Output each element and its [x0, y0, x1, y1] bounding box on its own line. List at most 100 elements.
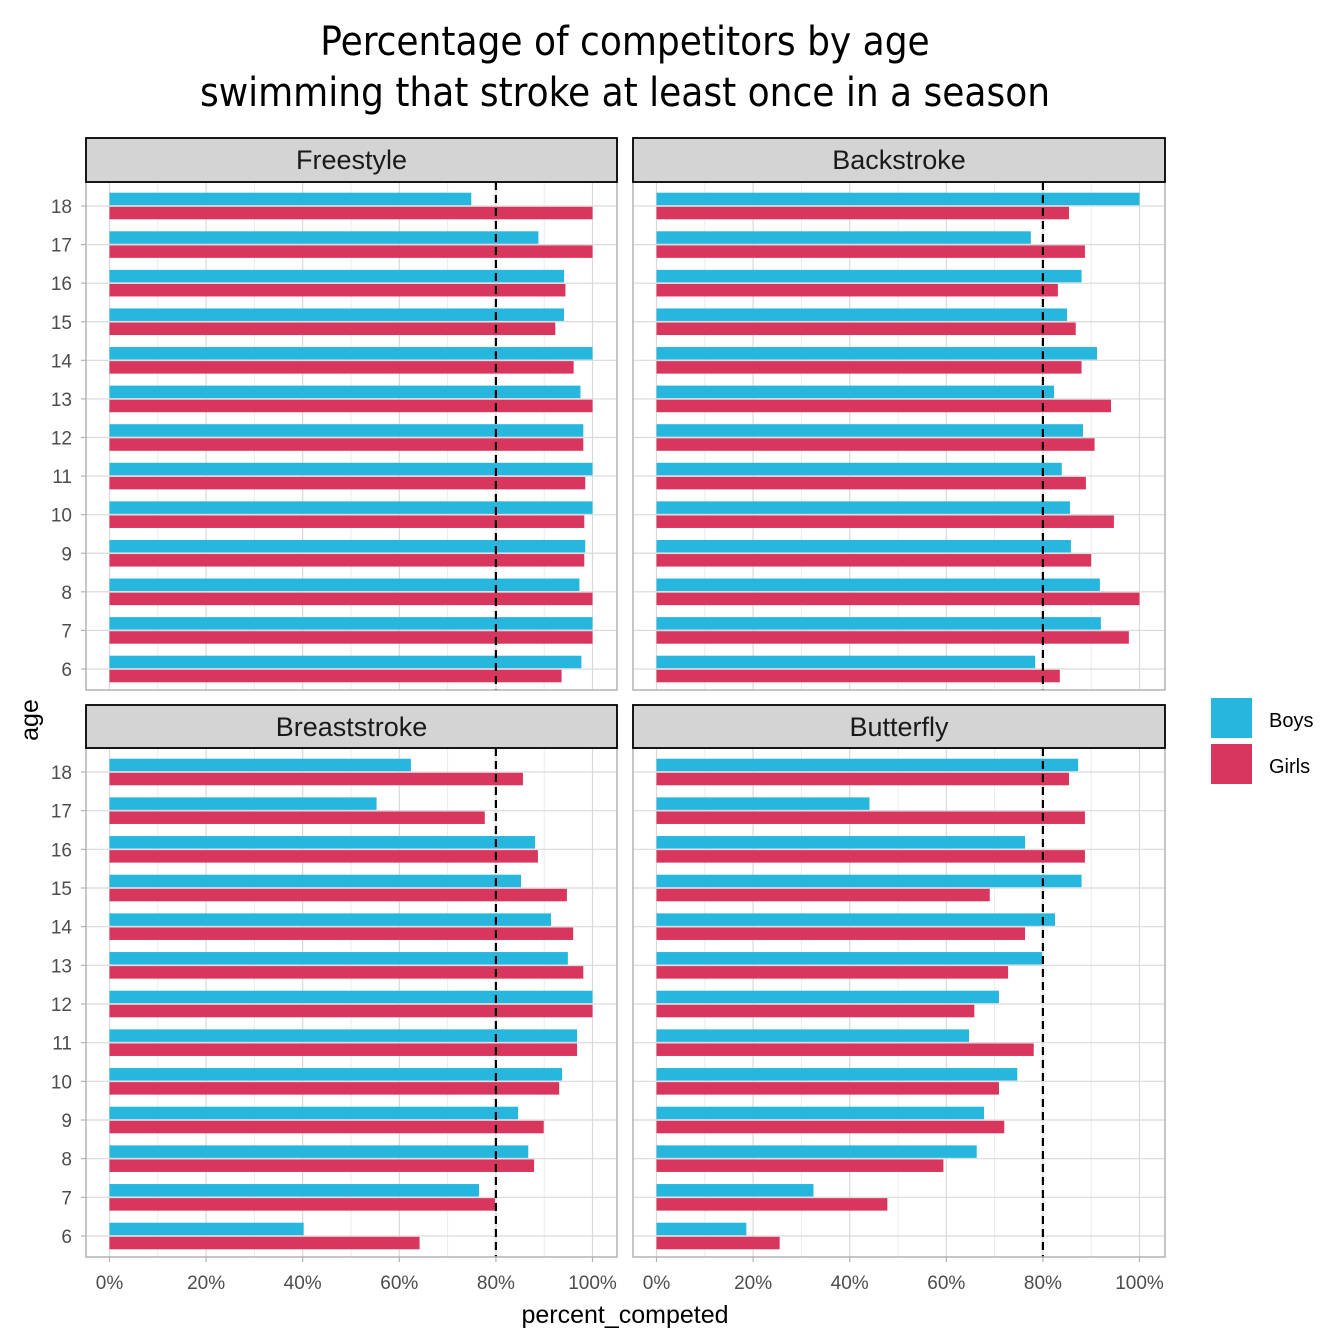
bar-girls-age-11 — [656, 476, 1086, 490]
bar-boys-age-14 — [109, 347, 593, 360]
bar-girls-age-9 — [109, 1120, 544, 1134]
y-tick-label: 8 — [61, 583, 72, 604]
bar-girls-age-17 — [109, 245, 593, 258]
bar-boys-age-6 — [109, 655, 582, 669]
bar-boys-age-12 — [109, 990, 593, 1004]
facet-panel-backstroke: Backstroke — [632, 137, 1166, 691]
bar-girls-age-9 — [109, 554, 585, 567]
bar-girls-age-17 — [109, 811, 485, 824]
legend: Boys Girls — [1211, 698, 1313, 784]
bar-boys-age-14 — [656, 913, 1055, 926]
bar-boys-age-18 — [656, 758, 1079, 772]
bar-boys-age-9 — [656, 539, 1071, 553]
bar-boys-age-13 — [109, 952, 568, 965]
y-tick-label: 8 — [61, 1150, 72, 1171]
x-tick-label: 80% — [477, 1273, 515, 1294]
bar-girls-age-15 — [656, 888, 990, 902]
x-tick-label: 100% — [568, 1273, 617, 1294]
y-tick-label: 6 — [61, 660, 72, 681]
bar-girls-age-9 — [656, 1120, 1005, 1134]
y-tick-label: 12 — [51, 995, 72, 1016]
y-tick-label: 12 — [51, 429, 72, 450]
bar-girls-age-6 — [109, 669, 562, 683]
y-tick-label: 14 — [51, 918, 73, 939]
x-tick-label: 0% — [96, 1273, 124, 1294]
y-tick-label: 16 — [51, 840, 72, 861]
x-tick-label: 20% — [187, 1273, 225, 1294]
bar-boys-age-14 — [656, 347, 1097, 360]
chart-title-line-1: Percentage of competitors by age — [320, 19, 929, 65]
x-tick-label: 60% — [927, 1273, 965, 1294]
y-tick-label: 14 — [51, 351, 73, 372]
y-axis-title: age — [16, 699, 44, 741]
x-axis-title: percent_competed — [521, 1301, 728, 1329]
bar-girls-age-8 — [656, 1159, 944, 1172]
x-tick-label: 80% — [1024, 1273, 1062, 1294]
bar-boys-age-17 — [656, 231, 1031, 244]
bar-girls-age-9 — [656, 554, 1092, 567]
legend-label-girls: Girls — [1269, 756, 1310, 778]
bar-boys-age-10 — [656, 501, 1070, 514]
chart-title: Percentage of competitors by age swimmin… — [200, 19, 1050, 116]
bar-girls-age-6 — [656, 1236, 780, 1250]
y-tick-label: 13 — [51, 956, 72, 977]
bar-girls-age-6 — [656, 669, 1060, 683]
y-tick-label: 16 — [51, 274, 72, 295]
bar-girls-age-13 — [109, 966, 584, 979]
facet-strip — [85, 704, 618, 749]
facet-strip-label: Butterfly — [849, 712, 949, 742]
bar-girls-age-10 — [109, 1082, 560, 1095]
bar-boys-age-16 — [656, 269, 1082, 283]
bar-girls-age-11 — [109, 1043, 578, 1056]
bar-girls-age-16 — [109, 283, 566, 297]
x-tick-label: 20% — [734, 1273, 772, 1294]
x-tick-label: 100% — [1115, 1273, 1164, 1294]
bar-boys-age-14 — [109, 913, 551, 926]
bar-girls-age-15 — [109, 888, 567, 902]
bar-girls-age-8 — [109, 1159, 535, 1172]
x-tick-label: 40% — [284, 1273, 322, 1294]
bar-boys-age-16 — [656, 836, 1026, 849]
y-tick-label: 10 — [51, 1072, 72, 1093]
bar-boys-age-10 — [656, 1068, 1018, 1081]
y-tick-label: 9 — [61, 1111, 72, 1132]
bar-boys-age-7 — [656, 617, 1101, 630]
bar-girls-age-12 — [656, 438, 1095, 451]
bar-girls-age-18 — [656, 206, 1069, 220]
bar-girls-age-12 — [656, 1004, 975, 1018]
bar-girls-age-18 — [109, 206, 593, 220]
bar-boys-age-9 — [109, 1106, 519, 1120]
bar-girls-age-13 — [109, 399, 593, 413]
bar-boys-age-13 — [656, 952, 1042, 965]
bar-girls-age-11 — [656, 1043, 1034, 1056]
bar-girls-age-14 — [656, 361, 1082, 374]
facet-panel-freestyle: Freestyle 6 7 8 9 10 11 12 13 14 15 16 17 18 — [51, 137, 618, 691]
bar-boys-age-13 — [656, 385, 1055, 399]
bar-girls-age-14 — [656, 927, 1026, 940]
bar-boys-age-10 — [109, 501, 593, 514]
legend-key-girls — [1211, 744, 1252, 784]
y-tick-label: 11 — [52, 467, 72, 488]
bar-girls-age-10 — [109, 515, 585, 528]
bar-boys-age-11 — [656, 462, 1062, 476]
bar-girls-age-10 — [656, 1082, 999, 1095]
y-tick-label: 11 — [52, 1034, 72, 1055]
legend-key-boys — [1211, 698, 1252, 738]
y-tick-label: 10 — [51, 506, 72, 527]
bar-girls-age-8 — [656, 592, 1140, 606]
y-tick-label: 15 — [51, 313, 72, 334]
bar-boys-age-16 — [109, 836, 536, 849]
bar-boys-age-9 — [109, 539, 586, 553]
bar-girls-age-14 — [109, 927, 574, 940]
bar-girls-age-7 — [656, 631, 1129, 644]
y-tick-label: 17 — [51, 236, 72, 257]
bar-boys-age-8 — [109, 1145, 529, 1158]
facet-strip — [632, 137, 1166, 183]
bar-boys-age-18 — [656, 192, 1140, 206]
bar-girls-age-12 — [109, 438, 584, 451]
bar-girls-age-7 — [656, 1198, 888, 1211]
bar-boys-age-8 — [656, 1145, 977, 1158]
bar-girls-age-18 — [656, 772, 1069, 786]
bar-girls-age-13 — [656, 966, 1009, 979]
